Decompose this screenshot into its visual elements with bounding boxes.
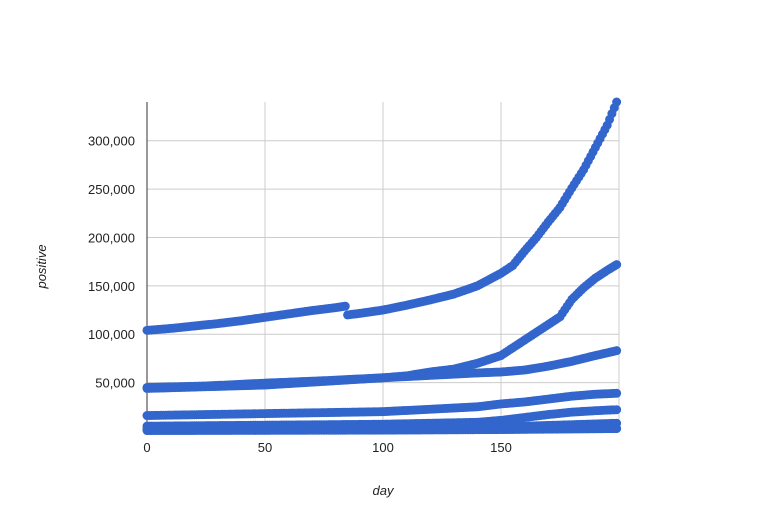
y-tick-label: 200,000: [88, 230, 135, 245]
x-tick-label: 50: [258, 440, 272, 455]
y-tick-label: 300,000: [88, 134, 135, 149]
data-point: [340, 301, 350, 311]
x-axis-title: day: [373, 483, 395, 498]
x-tick-label: 100: [372, 440, 394, 455]
series-7: [142, 424, 622, 436]
data-point: [612, 97, 622, 107]
data-point: [612, 424, 622, 434]
data-point: [612, 260, 622, 270]
y-tick-label: 50,000: [95, 376, 135, 391]
x-tick-label: 0: [143, 440, 150, 455]
x-tick-label: 150: [490, 440, 512, 455]
series-1: [142, 97, 622, 335]
data-series: [142, 97, 622, 436]
data-point: [612, 346, 622, 356]
y-axis-title: positive: [34, 244, 49, 289]
y-tick-label: 250,000: [88, 182, 135, 197]
data-point: [612, 388, 622, 398]
tick-labels: 50,000 100,000 150,000 200,000 250,000 300,00…: [88, 134, 512, 455]
grid: [147, 102, 620, 431]
y-tick-label: 150,000: [88, 279, 135, 294]
series-4: [142, 388, 622, 421]
data-point: [612, 405, 622, 415]
series-3: [142, 346, 622, 393]
y-tick-label: 100,000: [88, 327, 135, 342]
